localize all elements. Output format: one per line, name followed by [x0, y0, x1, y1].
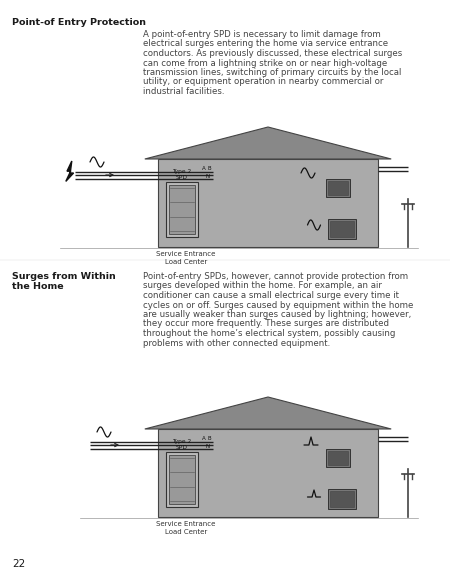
- Text: B: B: [208, 166, 211, 171]
- Text: cycles on or off. Surges caused by equipment within the home: cycles on or off. Surges caused by equip…: [143, 301, 414, 309]
- Bar: [326, 449, 350, 467]
- Text: conductors. As previously discussed, these electrical surges: conductors. As previously discussed, the…: [143, 49, 402, 58]
- Bar: [330, 221, 354, 237]
- Text: N: N: [205, 174, 209, 179]
- Bar: [169, 185, 195, 234]
- Polygon shape: [145, 127, 391, 159]
- Text: industrial facilities.: industrial facilities.: [143, 87, 225, 96]
- Text: Type 2
SPD: Type 2 SPD: [172, 439, 192, 450]
- Bar: [166, 452, 198, 507]
- Polygon shape: [145, 397, 391, 429]
- Bar: [158, 429, 378, 517]
- Bar: [330, 491, 354, 507]
- Bar: [328, 451, 348, 465]
- Bar: [169, 455, 195, 504]
- Text: electrical surges entering the home via service entrance: electrical surges entering the home via …: [143, 39, 388, 49]
- Text: Point-of Entry Protection: Point-of Entry Protection: [12, 18, 146, 27]
- Text: Surges from Within
the Home: Surges from Within the Home: [12, 272, 116, 291]
- Text: surges developed within the home. For example, an air: surges developed within the home. For ex…: [143, 282, 382, 291]
- Text: conditioner can cause a small electrical surge every time it: conditioner can cause a small electrical…: [143, 291, 399, 300]
- Text: throughout the home’s electrical system, possibly causing: throughout the home’s electrical system,…: [143, 329, 396, 338]
- Bar: [328, 219, 356, 239]
- Bar: [326, 179, 350, 197]
- Text: Point-of-entry SPDs, however, cannot provide protection from: Point-of-entry SPDs, however, cannot pro…: [143, 272, 408, 281]
- Text: A: A: [202, 436, 206, 441]
- Text: B: B: [208, 436, 211, 441]
- Polygon shape: [66, 161, 74, 181]
- Text: problems with other connected equipment.: problems with other connected equipment.: [143, 339, 330, 348]
- Text: Type 2
SPD: Type 2 SPD: [172, 169, 192, 180]
- Text: utility, or equipment operation in nearby commercial or: utility, or equipment operation in nearb…: [143, 77, 383, 86]
- Text: they occur more frequently. These surges are distributed: they occur more frequently. These surges…: [143, 319, 389, 329]
- Text: A: A: [202, 166, 206, 171]
- Bar: [328, 489, 356, 509]
- Bar: [158, 159, 378, 247]
- Bar: [328, 181, 348, 195]
- Text: 22: 22: [12, 559, 25, 569]
- Bar: [166, 182, 198, 237]
- Text: are usually weaker than surges caused by lightning; however,: are usually weaker than surges caused by…: [143, 310, 411, 319]
- Text: N: N: [205, 444, 209, 449]
- Text: A point-of-entry SPD is necessary to limit damage from: A point-of-entry SPD is necessary to lim…: [143, 30, 381, 39]
- Text: Service Entrance
Load Center: Service Entrance Load Center: [156, 251, 216, 265]
- Text: transmission lines, switching of primary circuits by the local: transmission lines, switching of primary…: [143, 68, 401, 77]
- Text: can come from a lightning strike on or near high-voltage: can come from a lightning strike on or n…: [143, 59, 387, 68]
- Text: Service Entrance
Load Center: Service Entrance Load Center: [156, 521, 216, 535]
